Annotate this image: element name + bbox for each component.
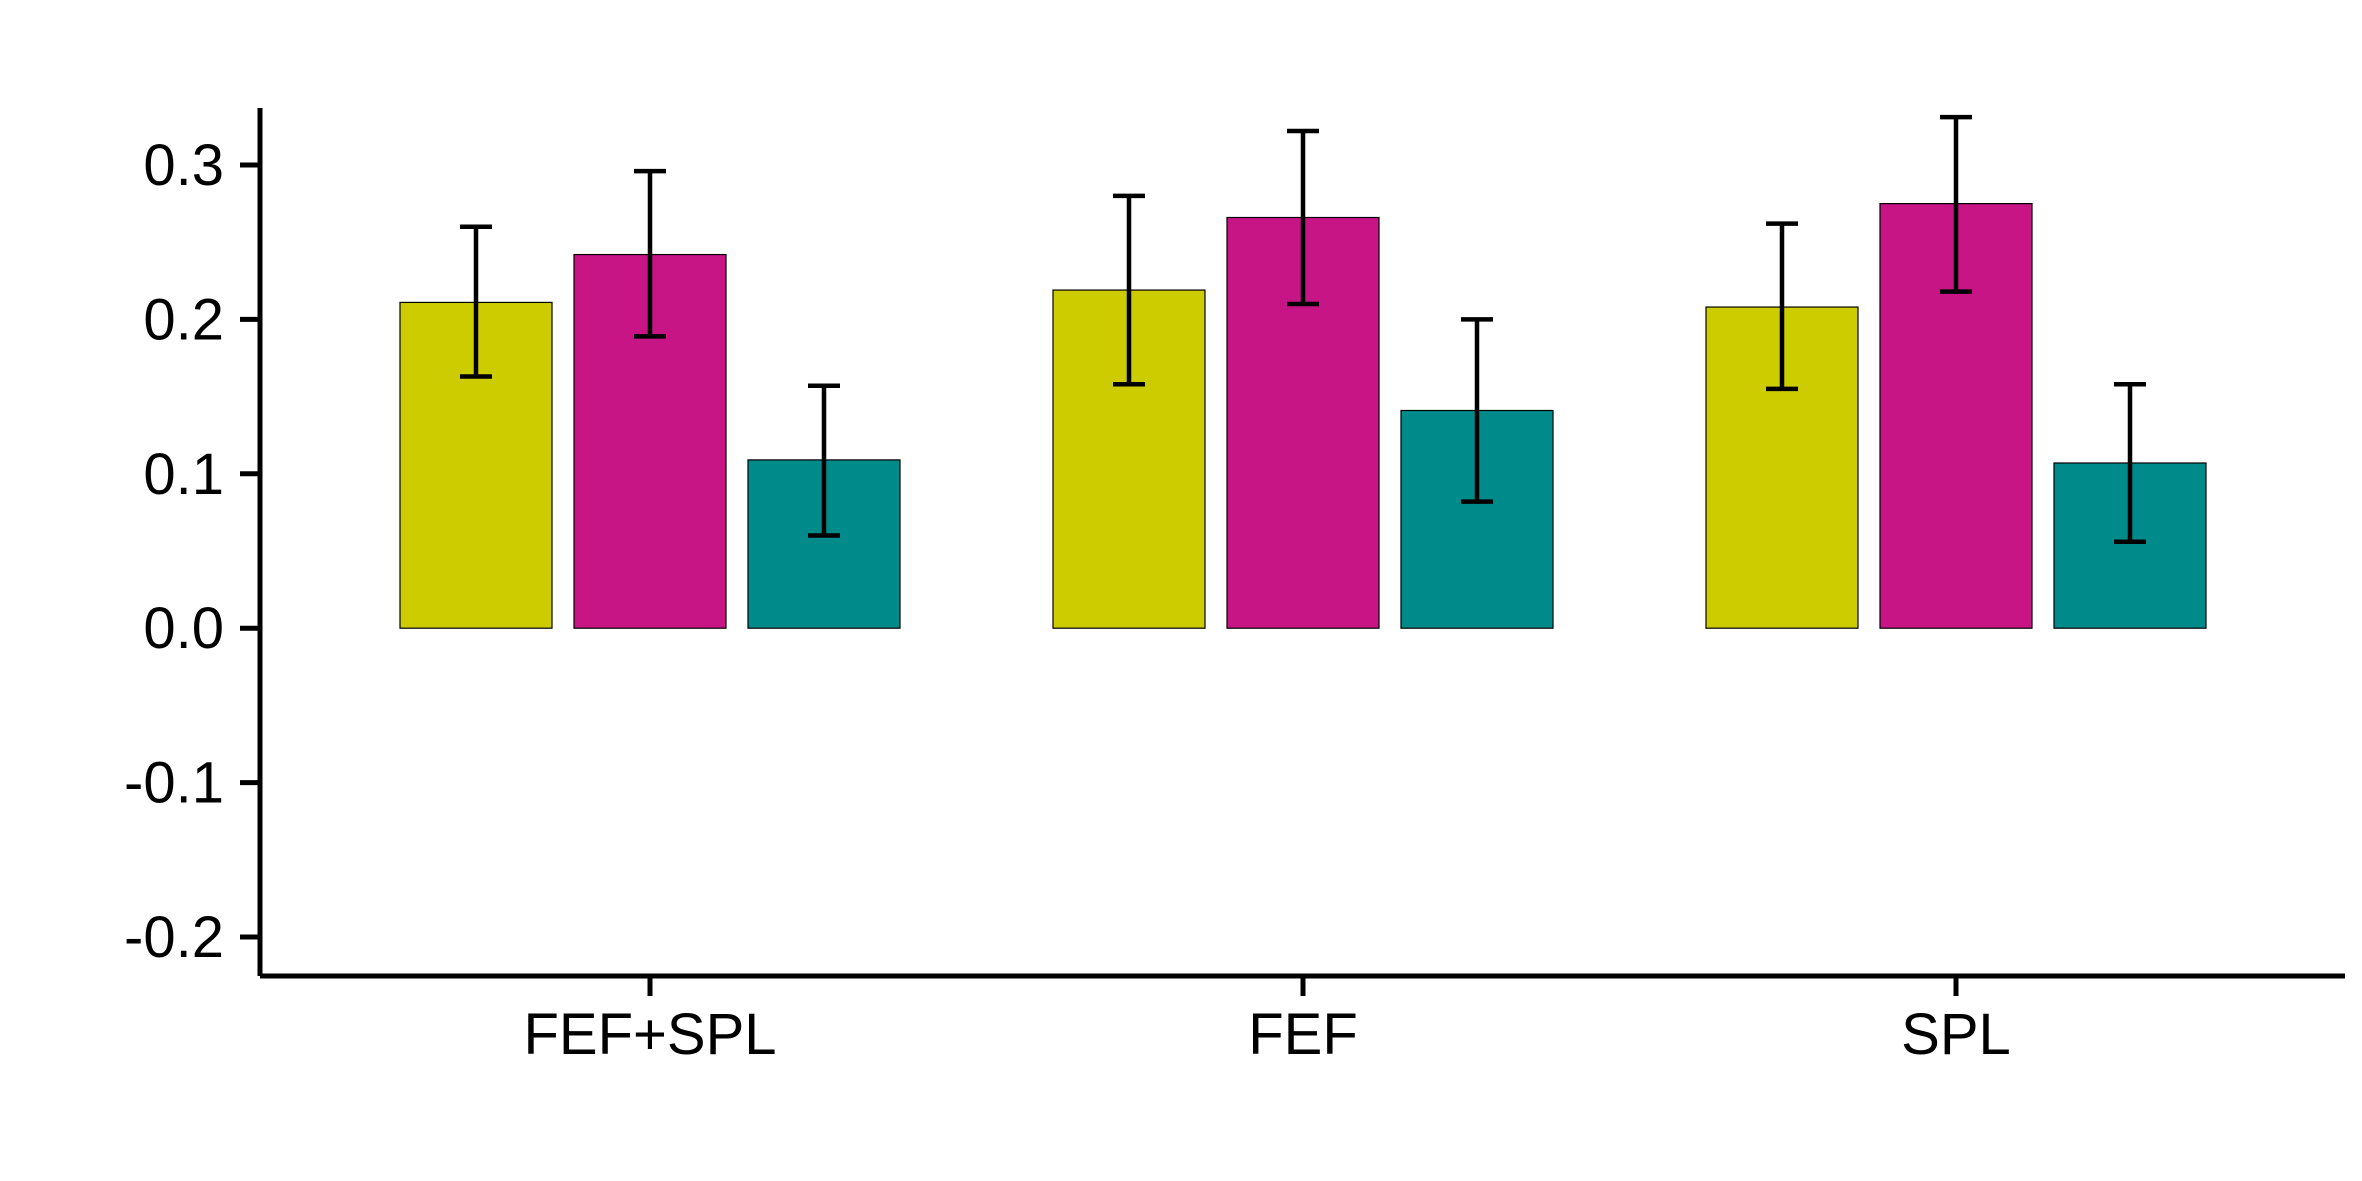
x-tick-label: SPL bbox=[1901, 1002, 2011, 1067]
y-tick-label: 0.2 bbox=[143, 287, 224, 352]
error-bar-fef-series-3 bbox=[1461, 317, 1493, 504]
y-tick-label: 0.0 bbox=[143, 596, 224, 661]
y-tick-label: -0.1 bbox=[124, 751, 224, 816]
error-bar-spl-series-1 bbox=[1766, 221, 1798, 392]
x-tick-label: FEF bbox=[1248, 1002, 1358, 1067]
error-bar-spl-series-2 bbox=[1940, 114, 1972, 294]
error-bar-fef-series-2 bbox=[1287, 128, 1319, 307]
y-tick-label: -0.2 bbox=[124, 905, 224, 970]
error-bars-layer bbox=[460, 114, 2146, 544]
bar-spl-series-3 bbox=[2053, 462, 2207, 629]
y-tick-label: 0.1 bbox=[143, 442, 224, 507]
y-tick-label: 0.3 bbox=[143, 133, 224, 198]
y-axis: -0.2 -0.1 0.0 0.1 0.2 0.3 bbox=[124, 108, 263, 976]
error-bar-fef-spl-series-1 bbox=[460, 224, 492, 379]
error-bar-spl-series-3 bbox=[2114, 381, 2146, 544]
error-bar-fef-spl-series-3 bbox=[808, 383, 840, 538]
error-bar-fef-series-1 bbox=[1113, 193, 1145, 387]
x-axis: FEF+SPL FEF SPL bbox=[260, 973, 2345, 1067]
error-bar-fef-spl-series-2 bbox=[634, 168, 666, 339]
x-tick-label: FEF+SPL bbox=[523, 1002, 776, 1067]
